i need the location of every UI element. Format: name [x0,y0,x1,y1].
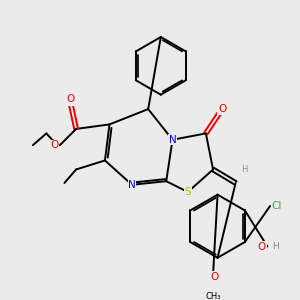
Text: O: O [67,95,75,105]
Text: Cl: Cl [272,201,282,211]
Text: N: N [128,180,136,190]
Text: O: O [218,104,226,114]
Text: H: H [272,242,279,251]
Text: N: N [169,135,176,145]
Text: S: S [184,187,191,197]
Text: O: O [50,140,59,150]
Text: O: O [258,242,266,251]
Text: O: O [210,272,218,282]
Text: CH₃: CH₃ [205,292,221,300]
Text: O: O [50,140,59,150]
Text: O: O [67,94,75,104]
Text: O: O [67,95,75,105]
Text: H: H [242,165,248,174]
